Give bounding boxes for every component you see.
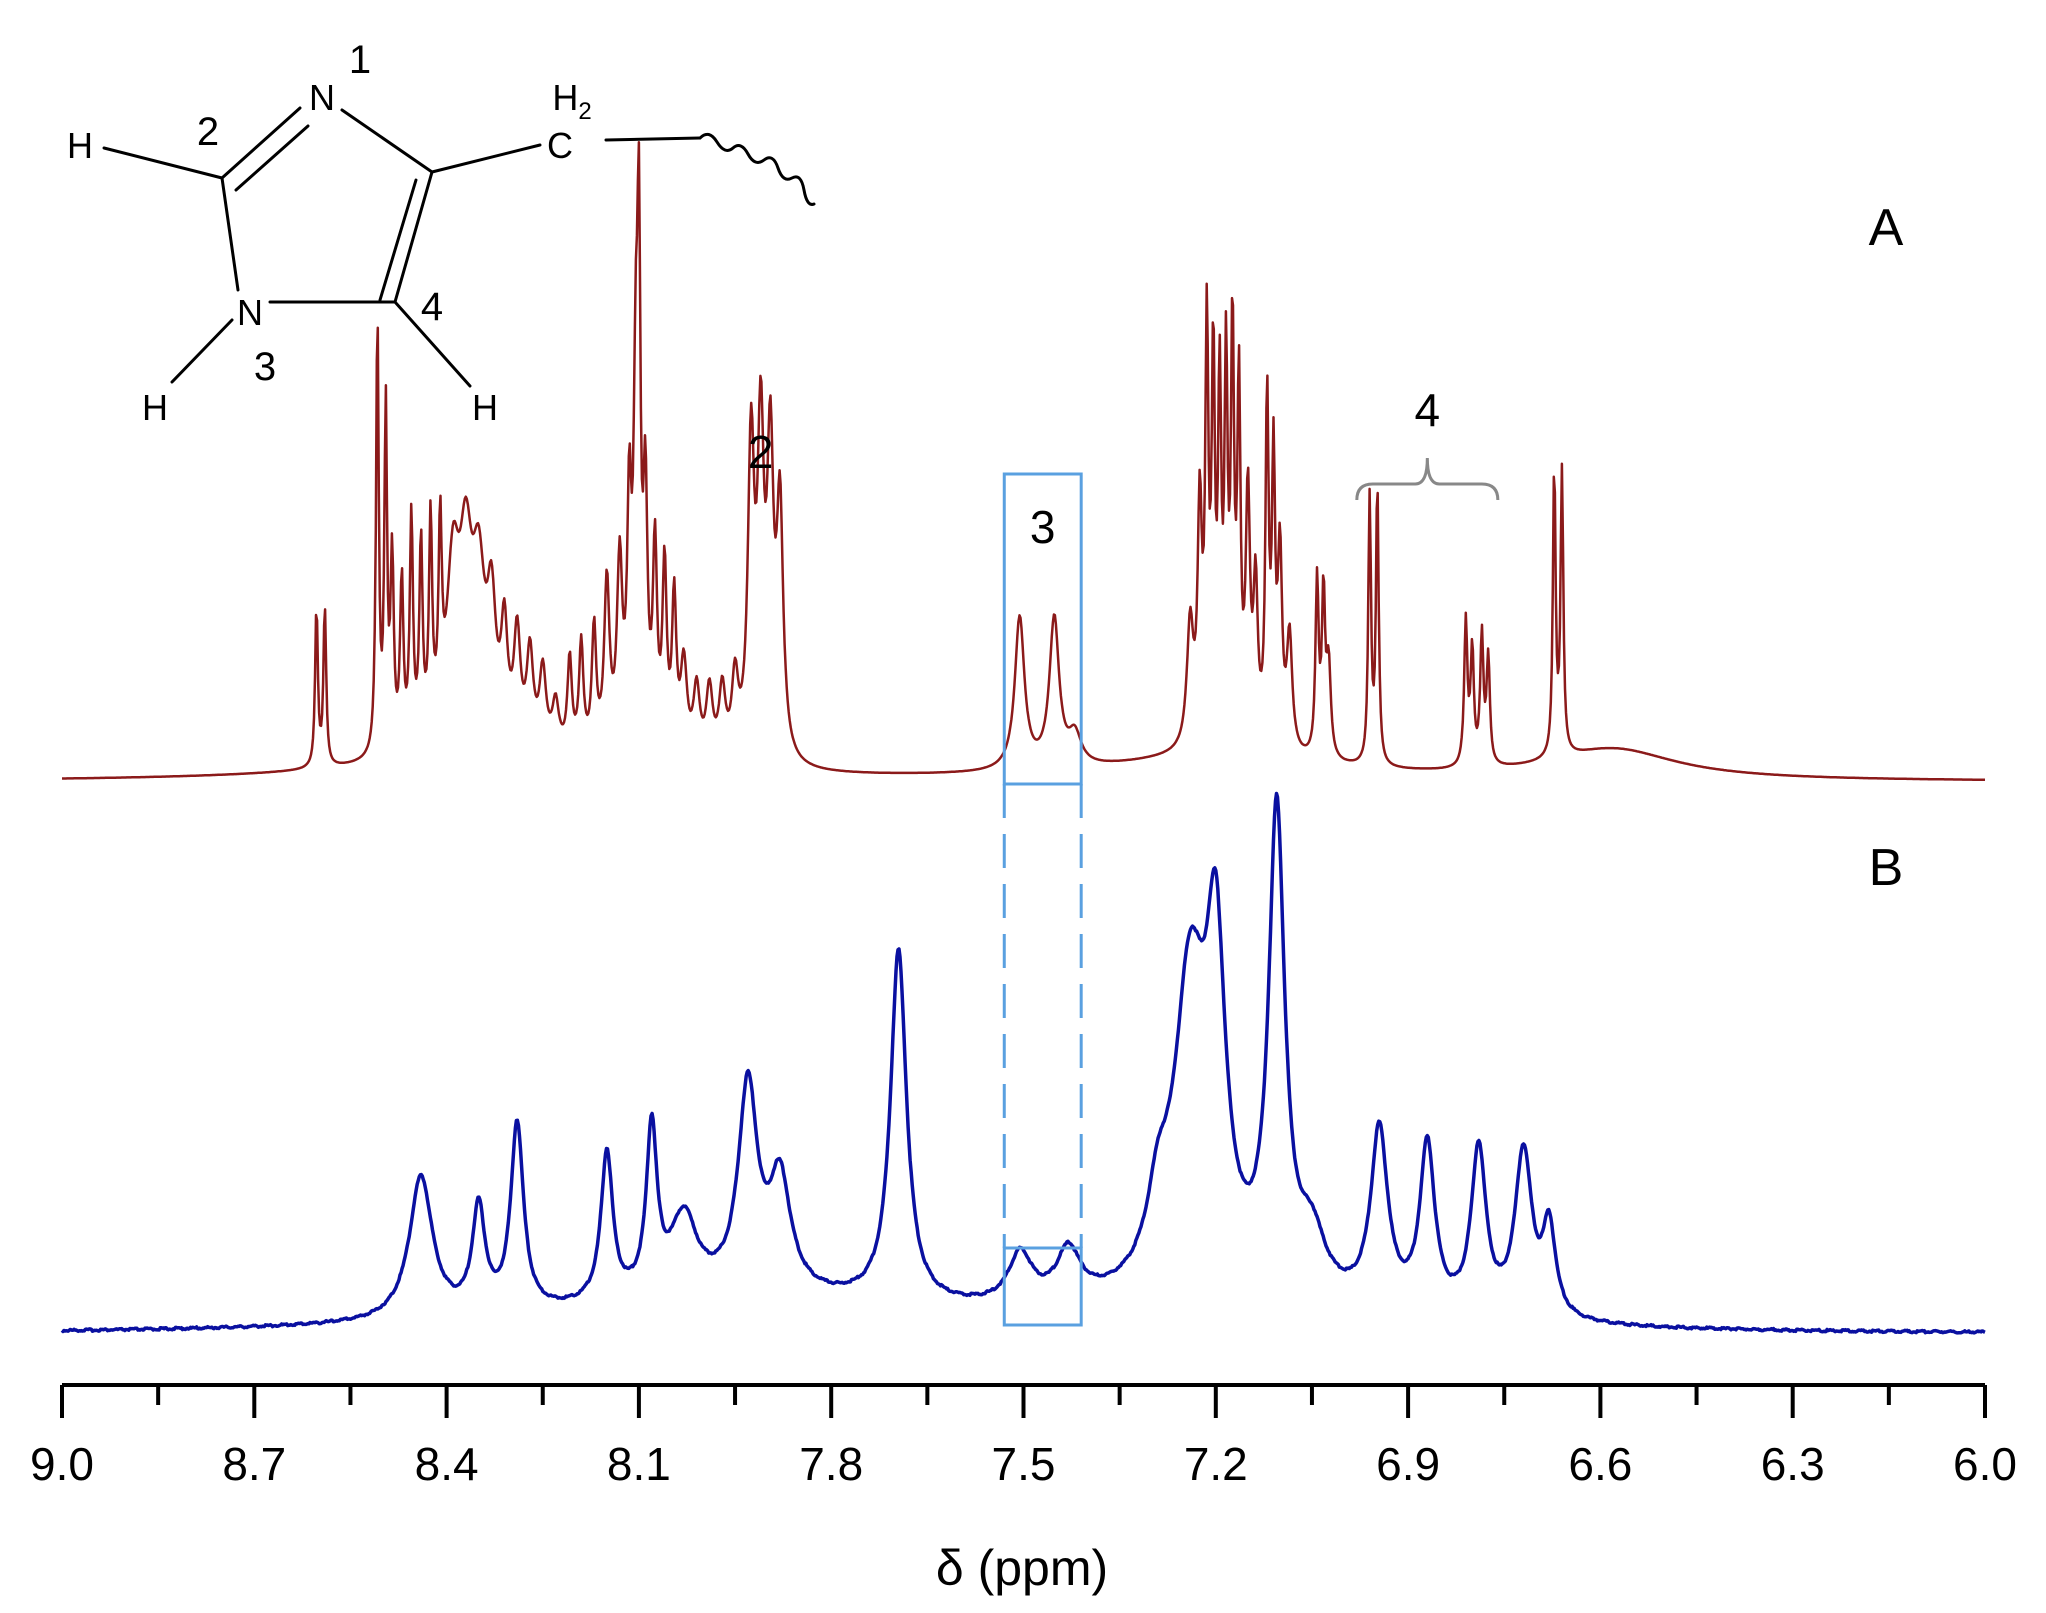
x-tick-label: 6.6: [1568, 1438, 1632, 1490]
x-tick-label: 6.9: [1376, 1438, 1440, 1490]
x-tick-label: 6.3: [1761, 1438, 1825, 1490]
structure-h2-label: H2: [552, 77, 591, 125]
bond-ch2-chain: [604, 136, 702, 142]
structure-n1-atom: N: [309, 77, 335, 118]
structure-h-left: H: [67, 125, 93, 166]
x-tick-label: 8.1: [607, 1438, 671, 1490]
peak-3-dashed-guides: [1002, 784, 1083, 1248]
x-tick-label: 7.5: [992, 1438, 1056, 1490]
bond-h-c2: [102, 146, 224, 180]
bond-c4-h: [393, 300, 472, 388]
structure-n1-number: 1: [349, 38, 371, 82]
peak-label-3: 3: [1030, 501, 1056, 553]
peak-4-brace: [1355, 457, 1500, 501]
peak-3-highlight-box-top: [1002, 472, 1083, 786]
peak-label-2: 2: [748, 426, 774, 478]
panel-label-b: B: [1869, 839, 1904, 897]
x-tick-label: 7.2: [1184, 1438, 1248, 1490]
bond-n3-c2: [220, 176, 240, 292]
structure-h-nh: H: [142, 387, 168, 428]
structure-h2-h: H: [552, 77, 578, 118]
structure-h-c4: H: [472, 387, 498, 428]
panel-label-a: A: [1869, 199, 1904, 257]
spectrum-trace-b: [60, 791, 1986, 1335]
spectrum-trace-a: [61, 140, 1986, 782]
structure-c2-number: 2: [197, 110, 219, 154]
peak-label-4: 4: [1415, 384, 1441, 436]
bond-wavy-attachment: [698, 132, 816, 206]
bond-c5-c4: [393, 170, 434, 304]
bond-n1-c5: [340, 108, 434, 174]
bond-c5-c4-double: [378, 178, 418, 302]
imidazole-structure: H 2 N 1 H2 C N 3 4 H H: [67, 38, 816, 428]
bond-c2-n1-double: [234, 124, 310, 192]
x-tick-label: 7.8: [799, 1438, 863, 1490]
structure-c4-number: 4: [421, 285, 443, 329]
x-tick-label: 9.0: [30, 1438, 94, 1490]
structure-n3-number: 3: [254, 345, 276, 389]
x-axis-title: δ (ppm): [936, 1540, 1108, 1596]
structure-n3-atom: N: [237, 292, 263, 333]
x-axis-ticks: 9.0 8.7 8.4 8.1 7.8 7.5 7.2 6.9 6.6 6.3 6.0: [30, 1385, 2017, 1490]
bond-n3-h: [170, 318, 234, 384]
x-tick-label: 8.4: [415, 1438, 479, 1490]
x-tick-label: 8.7: [222, 1438, 286, 1490]
peak-3-highlight-box-bottom: [1002, 1246, 1083, 1327]
x-tick-label: 6.0: [1953, 1438, 2017, 1490]
structure-c-atom: C: [547, 125, 573, 166]
bond-c5-ch2: [430, 143, 542, 174]
structure-h2-subscript: 2: [578, 98, 591, 125]
bond-c2-n1: [220, 106, 302, 180]
